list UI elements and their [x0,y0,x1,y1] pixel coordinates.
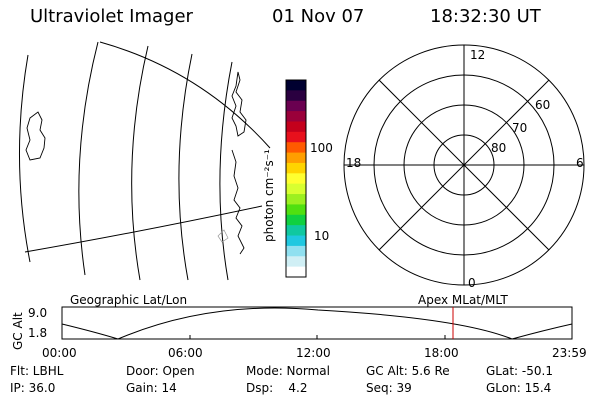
info-glat: GLat: -50.1 [486,364,553,378]
polar-title: Apex MLat/MLT [418,293,508,307]
timeline-tick-0600: 06:00 [168,346,203,360]
timeline-ymax: 9.0 [28,306,48,320]
colorbar-band [286,183,306,195]
mlat-label-60: 60 [535,98,551,112]
colorbar-band [286,266,306,278]
colorbar-band [286,131,306,143]
mlat-label-80: 80 [491,141,507,155]
timeline-frame [61,306,573,340]
date-label: 01 Nov 07 [272,6,365,27]
colorbar-band [286,225,306,237]
colorbar-tick-10: 10 [314,229,330,243]
map-title: Geographic Lat/Lon [70,293,188,307]
colorbar-band [286,194,306,205]
colorbar-band [286,90,306,102]
coastline [217,229,229,243]
timeline-axis-label: GC Alt [11,312,25,350]
info-seq: Seq: 39 [366,381,412,395]
time-label: 18:32:30 UT [430,6,541,27]
timeline-tick-2359: 23:59 [552,346,587,360]
latitude-line [24,205,263,253]
info-door: Door: Open [126,364,195,378]
info-mode: Mode: Normal [246,364,330,378]
altitude-curve [61,307,573,340]
longitude-line [78,41,99,276]
colorbar-band [286,245,306,257]
mlt-label-0: 0 [468,276,476,290]
colorbar-unit-label: photon cm⁻²s⁻¹ [262,149,276,242]
colorbar-band [286,162,306,174]
latitude-line [99,41,271,149]
timeline-tick-0000: 00:00 [42,346,77,360]
timeline-tick-1200: 12:00 [296,346,331,360]
mlt-diagonal [378,79,550,251]
info-glon: GLon: 15.4 [486,381,552,395]
colorbar-tick-100: 100 [310,141,333,155]
timeline-ymin: 1.8 [28,326,48,340]
info-filter: Flt: LBHL [10,364,64,378]
info-ip: IP: 36.0 [10,381,56,395]
polar-plot [343,44,585,286]
info-dsp: Dsp: 4.2 [246,381,308,395]
colorbar-band [286,235,306,247]
mlt-label-18: 18 [346,156,362,170]
colorbar [285,79,307,278]
longitude-line [178,53,193,281]
altitude-timeline [61,306,573,340]
colorbar-band [286,214,306,226]
longitude-line [131,45,149,281]
coastline [25,111,46,161]
geographic-map [18,41,271,281]
colorbar-band [286,80,306,91]
longitude-line [18,54,31,263]
colorbar-band [286,152,306,164]
info-gain: Gain: 14 [126,381,177,395]
colorbar-frame [285,79,307,278]
colorbar-band [286,256,306,268]
timeline-tick-1800: 18:00 [424,346,459,360]
colorbar-band [286,121,306,133]
colorbar-band [286,142,306,154]
mlt-label-6: 6 [576,156,584,170]
mlat-label-70: 70 [512,121,528,135]
instrument-title: Ultraviolet Imager [30,6,193,27]
colorbar-band [286,111,306,122]
colorbar-band [286,173,306,185]
longitude-line [219,61,233,281]
colorbar-band [286,204,306,216]
coastline [231,71,247,137]
info-gc-alt: GC Alt: 5.6 Re [366,364,450,378]
coastline [231,149,245,255]
colorbar-band [286,100,306,112]
mlt-label-12: 12 [470,48,486,62]
